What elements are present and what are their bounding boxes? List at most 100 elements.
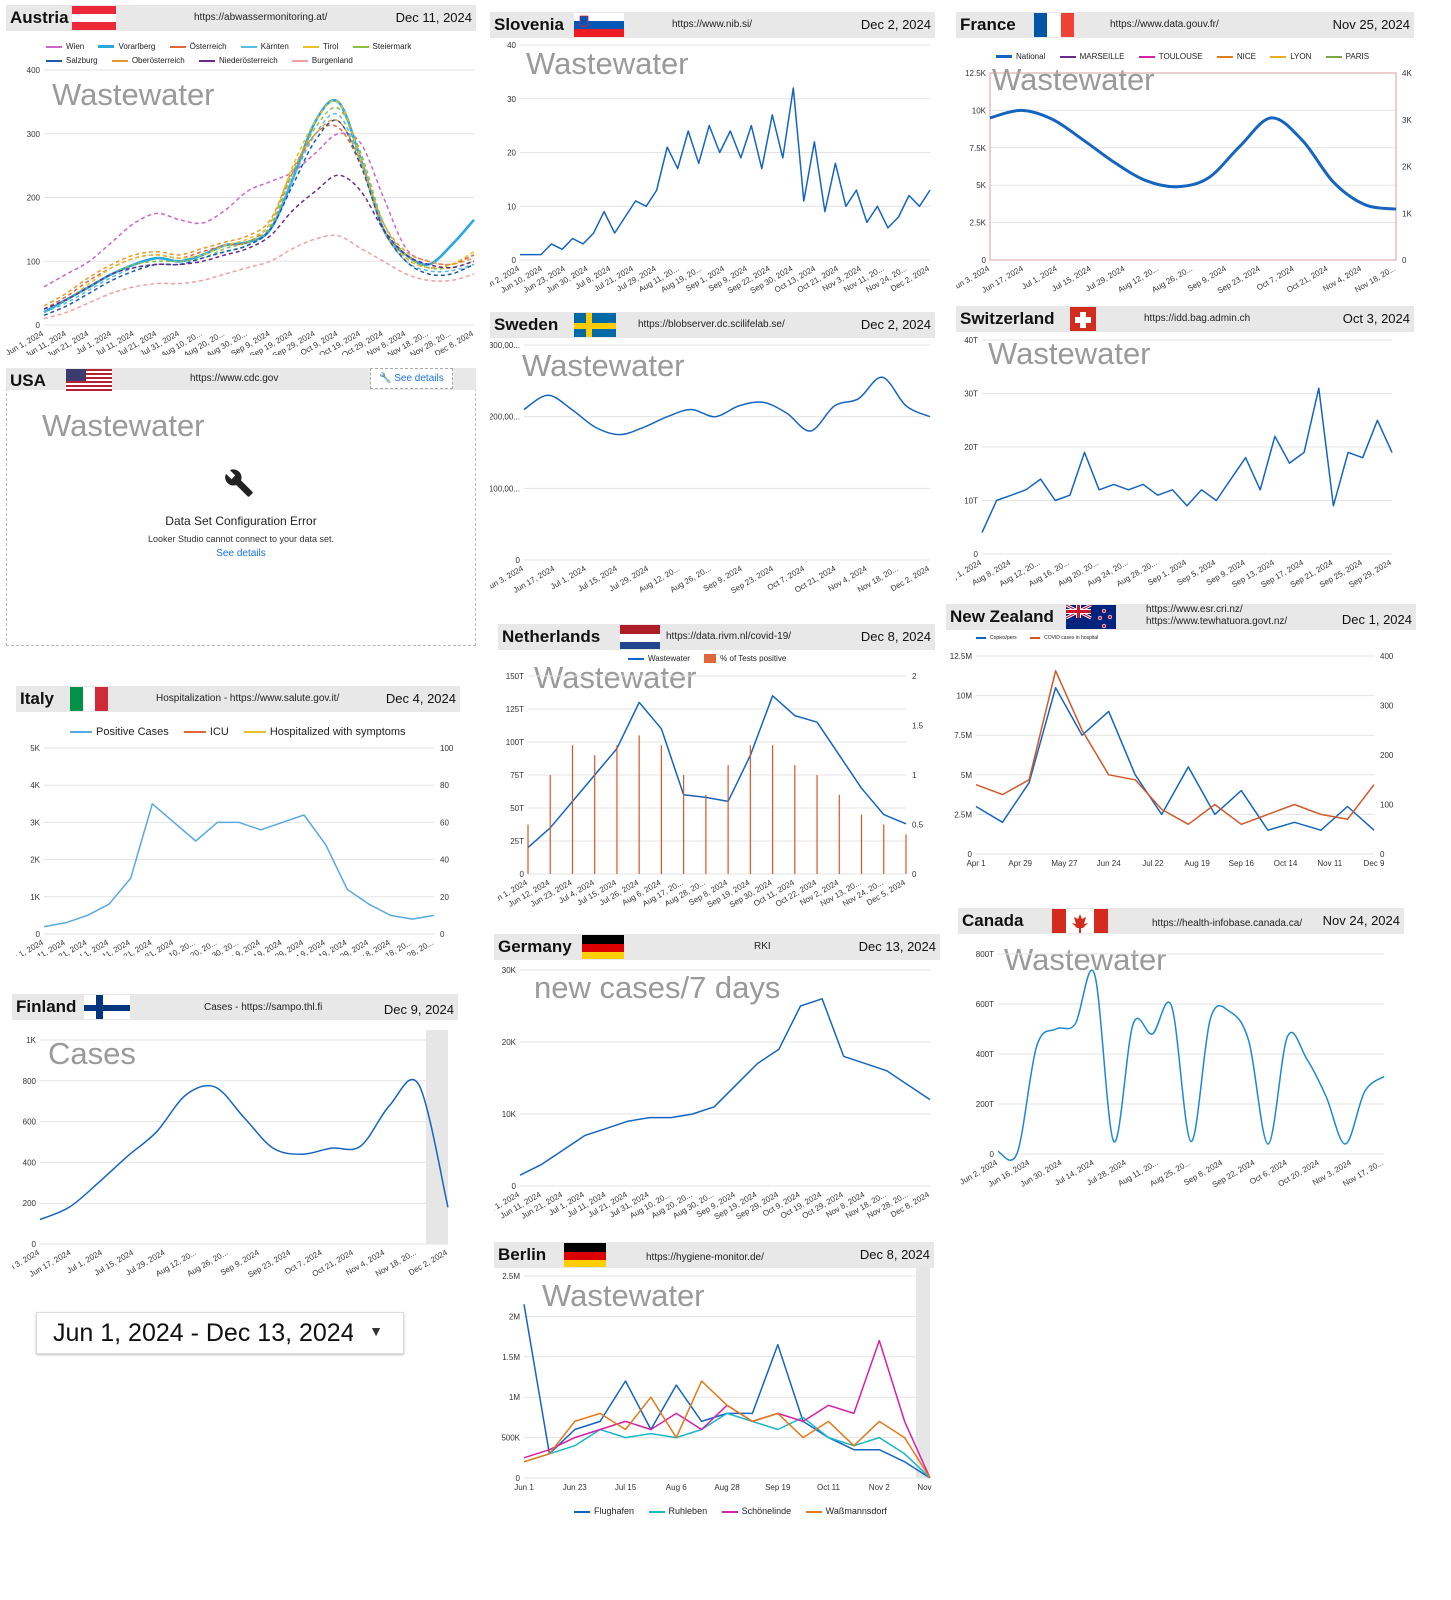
germany-title: Germany	[498, 937, 572, 956]
see-details-button[interactable]: 🔧 See details	[370, 368, 453, 389]
berlin-url[interactable]: https://hygiene-monitor.de/	[646, 1252, 764, 1263]
series-line-switzerland	[981, 387, 1393, 533]
france-title: France	[960, 15, 1016, 34]
y2-tick-label: 60	[440, 818, 449, 827]
new-zealand-flag	[1066, 605, 1116, 629]
legend-positive-cases: Positive Cases	[70, 726, 169, 738]
netherlands-flag	[620, 625, 660, 649]
austria-legend: Wien Vorarlberg Österreich Kärnten Tirol…	[46, 40, 476, 68]
germany-watermark: new cases/7 days	[534, 970, 781, 1005]
new-zealand-url-1[interactable]: https://www.esr.cri.nz/	[1146, 604, 1243, 615]
germany-panel: Germany RKI Dec 13, 2024 new cases/7 day…	[494, 934, 940, 1224]
switzerland-date: Oct 3, 2024	[1342, 311, 1410, 326]
italy-url[interactable]: Hospitalization - https://www.salute.gov…	[156, 693, 340, 704]
wrench-icon	[225, 469, 253, 497]
error-title: Data Set Configuration Error	[165, 514, 317, 528]
series-line-sch-nelinde	[523, 1339, 931, 1479]
netherlands-panel: Netherlands https://data.rivm.nl/covid-1…	[498, 624, 935, 919]
germany-url: RKI	[754, 941, 771, 952]
usa-url[interactable]: https://www.cdc.gov	[190, 373, 279, 384]
y-tick-label: 400	[23, 1158, 37, 1167]
netherlands-url[interactable]: https://data.rivm.nl/covid-19/	[666, 631, 792, 642]
switzerland-url[interactable]: https://idd.bag.admin.ch	[1144, 313, 1251, 324]
y-tick-label: 400	[27, 66, 41, 75]
x-tick-label: Jul 22	[1142, 859, 1164, 868]
sweden-watermark: Wastewater	[522, 348, 685, 383]
y-tick-label: 0	[990, 1150, 995, 1159]
y-tick-label: 10M	[956, 692, 972, 701]
slovenia-watermark: Wastewater	[526, 46, 689, 81]
legend-flughafen: Flughafen	[574, 1506, 634, 1516]
series-line-wien	[43, 132, 475, 288]
y-tick-label: 300	[27, 130, 41, 139]
x-tick-label: Jul 15	[615, 1483, 637, 1492]
y-tick-label: 2M	[509, 1312, 520, 1321]
germany-flag	[582, 935, 624, 959]
sweden-url[interactable]: https://blobserver.dc.scilifelab.se/	[638, 319, 785, 330]
y-tick-label: 0	[32, 1240, 37, 1249]
y-tick-label: 100	[27, 257, 41, 266]
france-header	[956, 12, 1414, 38]
series-line-finland	[39, 1078, 449, 1221]
series-line-sweden	[523, 376, 931, 436]
canada-watermark: Wastewater	[1004, 942, 1167, 977]
legend-tirol: Tirol	[303, 40, 338, 54]
legend-burgenland: Burgenland	[291, 54, 353, 68]
series-line-slovenia	[520, 87, 931, 256]
y-tick-label: 0	[516, 1474, 521, 1483]
y-tick-label: 0	[516, 556, 521, 565]
italy-panel: Italy Hospitalization - https://www.salu…	[16, 686, 460, 956]
legend-niederoesterreich: Niederösterreich	[198, 54, 278, 68]
legend-steiermark: Steiermark	[352, 40, 411, 54]
series-line-vorarlberg	[43, 99, 475, 314]
error-subtitle: Looker Studio cannot connect to your dat…	[147, 534, 335, 544]
netherlands-header	[498, 624, 935, 650]
netherlands-legend: Wastewater % of Tests positive	[628, 654, 798, 664]
usa-watermark: Wastewater	[42, 408, 205, 443]
y2-tick-label: 0	[1380, 850, 1385, 859]
slovenia-url[interactable]: https://www.nib.si/	[672, 19, 753, 30]
x-tick-label: Nov 24	[917, 1483, 934, 1492]
y-tick-label: 12.5M	[950, 652, 973, 661]
series-line-wa-mannsdorf	[523, 1380, 931, 1479]
y2-tick-label: 1.5	[912, 722, 924, 731]
error-see-details-link[interactable]: See details	[216, 548, 266, 559]
x-tick-label: Sep 16	[1229, 859, 1255, 868]
legend-national: National	[996, 52, 1045, 61]
series-line-germany	[519, 998, 931, 1176]
x-tick-label: Sep 19	[765, 1483, 791, 1492]
y-tick-label: 12.5K	[965, 69, 987, 78]
legend-schoenelinde: Schönelinde	[721, 1506, 791, 1516]
austria-url[interactable]: https://abwassermonitoring.at/	[194, 12, 328, 23]
legend-ruhleben: Ruhleben	[648, 1506, 707, 1516]
series-line-salzburg	[43, 119, 475, 317]
canada-url[interactable]: https://health-infobase.canada.ca/	[1152, 918, 1303, 929]
y2-tick-label: 0	[440, 930, 445, 939]
y-tick-label: 800T	[976, 950, 994, 959]
netherlands-title: Netherlands	[502, 627, 601, 646]
date-range-picker[interactable]: Jun 1, 2024 - Dec 13, 2024 ▼	[36, 1312, 404, 1354]
y2-tick-label: 2K	[1402, 163, 1412, 172]
y2-tick-label: 20	[440, 893, 449, 902]
y-tick-label: 40T	[964, 336, 978, 345]
switzerland-watermark: Wastewater	[988, 336, 1151, 371]
chevron-down-icon[interactable]: ▼	[369, 1323, 383, 1339]
new-zealand-url-2[interactable]: https://www.tewhatuora.govt.nz/	[1146, 616, 1288, 627]
y-tick-label: 2.5M	[502, 1272, 520, 1281]
finland-url[interactable]: Cases - https://sampo.thl.fi	[204, 1002, 323, 1013]
usa-header	[6, 368, 476, 390]
y2-tick-label: 1	[912, 771, 917, 780]
x-tick-label: Aug 6	[666, 1483, 687, 1492]
series-line-copies-pers	[975, 686, 1375, 831]
y-tick-label: 20	[507, 149, 516, 158]
series-line-covid-cases-in-hospital	[975, 670, 1375, 826]
usa-flag	[66, 369, 112, 393]
plot-frame	[989, 72, 1397, 261]
slovenia-date: Dec 2, 2024	[860, 17, 931, 32]
france-url[interactable]: https://www.data.gouv.fr/	[1110, 19, 1219, 30]
berlin-title: Berlin	[498, 1245, 547, 1264]
new-zealand-legend: Copies/pers COVID cases in hospital	[976, 635, 1110, 641]
y-tick-label: 2.5K	[970, 219, 987, 228]
slovenia-panel: Slovenia https://www.nib.si/ Dec 2, 2024…	[490, 12, 935, 297]
